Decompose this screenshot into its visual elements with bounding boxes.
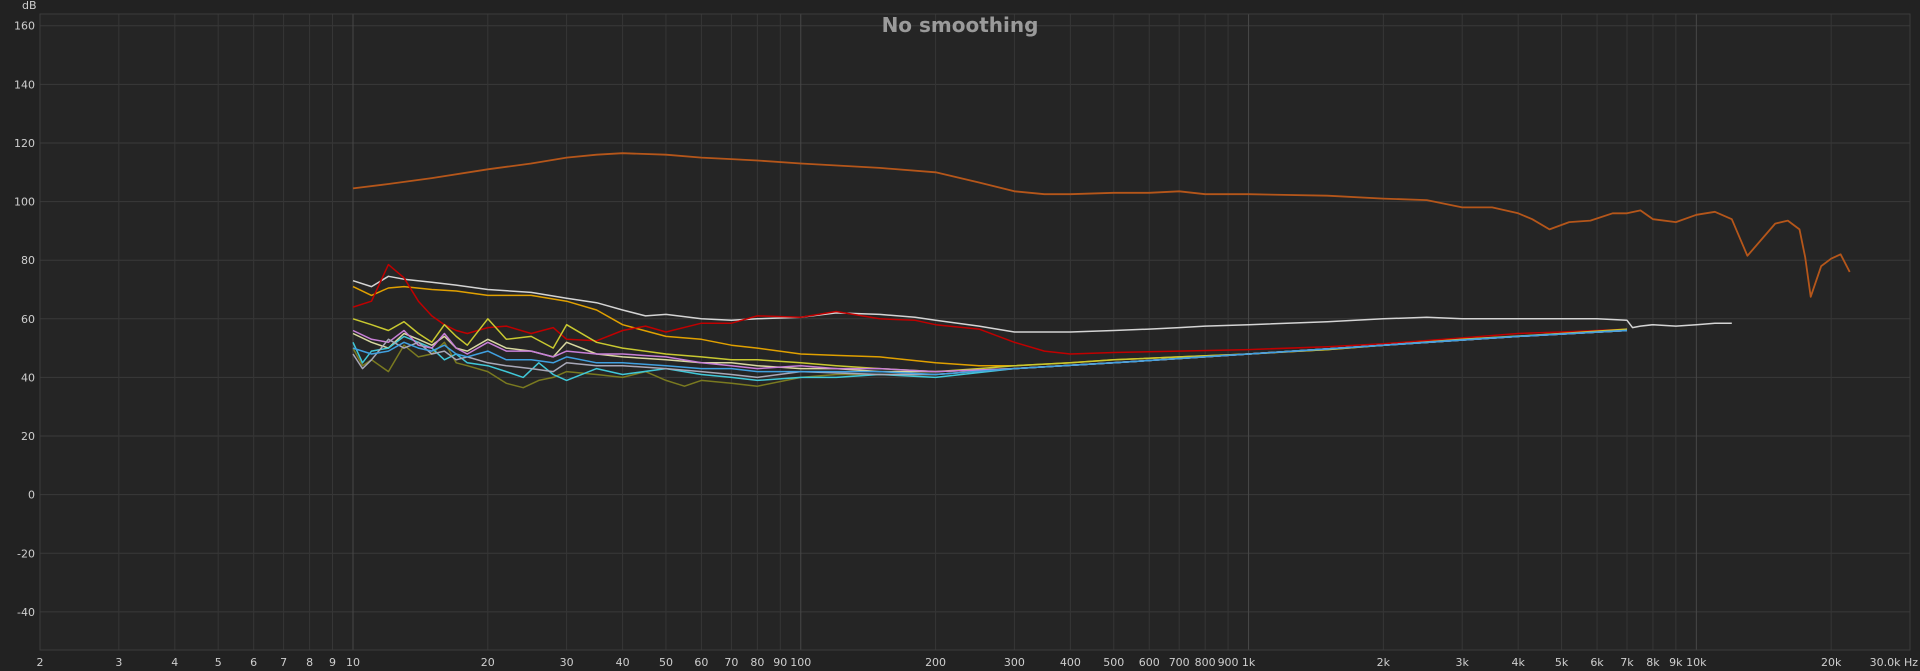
- x-tick-label: 4: [171, 656, 178, 669]
- x-tick-label: 70: [724, 656, 738, 669]
- grid: [39, 13, 1911, 651]
- x-tick-label: 30: [560, 656, 574, 669]
- x-tick-label: 8: [306, 656, 313, 669]
- x-tick-label: 500: [1103, 656, 1124, 669]
- series-group: [352, 152, 1851, 389]
- y-axis-unit: dB: [22, 0, 37, 12]
- y-tick-label: 100: [14, 196, 35, 209]
- y-tick-label: 0: [28, 489, 35, 502]
- x-tick-label: 90: [773, 656, 787, 669]
- x-tick-label: 5: [215, 656, 222, 669]
- x-tick-label: 3: [115, 656, 122, 669]
- plot-frame: [39, 13, 1911, 651]
- x-tick-label: 100: [790, 656, 811, 669]
- x-tick-label: 40: [616, 656, 630, 669]
- y-tick-label: -40: [17, 606, 35, 619]
- series-line-5: [352, 318, 1628, 373]
- y-tick-label: 40: [21, 371, 35, 384]
- x-tick-label: 7k: [1620, 656, 1634, 669]
- x-tick-label: 6k: [1590, 656, 1604, 669]
- x-tick-label: 200: [925, 656, 946, 669]
- y-tick-label: 160: [14, 20, 35, 33]
- y-tick-label: -20: [17, 547, 35, 560]
- x-tick-label: 6: [250, 656, 257, 669]
- x-tick-label: 700: [1169, 656, 1190, 669]
- x-tick-label: 7: [280, 656, 287, 669]
- series-line-11: [352, 329, 1628, 376]
- x-tick-label: 9k: [1669, 656, 1683, 669]
- x-tick-label: 10: [346, 656, 360, 669]
- plot-background: [40, 14, 1910, 650]
- x-tick-label: 50: [659, 656, 673, 669]
- chart-title: No smoothing: [882, 13, 1039, 37]
- x-tick-label: 400: [1060, 656, 1081, 669]
- series-line-1: [352, 152, 1851, 298]
- x-tick-label: 5k: [1555, 656, 1569, 669]
- x-tick-label: 10k: [1686, 656, 1707, 669]
- y-tick-label: 20: [21, 430, 35, 443]
- x-tick-label: 9: [329, 656, 336, 669]
- series-line-2: [352, 275, 1732, 333]
- x-tick-label: 60: [694, 656, 708, 669]
- y-tick-label: 80: [21, 254, 35, 267]
- x-tick-label: 20k: [1821, 656, 1842, 669]
- x-tick-label: 600: [1139, 656, 1160, 669]
- y-tick-label: 60: [21, 313, 35, 326]
- y-tick-label: 140: [14, 78, 35, 91]
- series-line-4: [352, 263, 1628, 355]
- x-tick-label: 30.0k Hz: [1870, 656, 1919, 669]
- x-tick-label: 8k: [1646, 656, 1660, 669]
- x-tick-label: 800: [1195, 656, 1216, 669]
- x-tick-label: 300: [1004, 656, 1025, 669]
- x-tick-label: 3k: [1456, 656, 1470, 669]
- x-tick-label: 20: [481, 656, 495, 669]
- y-tick-label: 120: [14, 137, 35, 150]
- x-tick-label: 2k: [1377, 656, 1391, 669]
- x-tick-label: 4k: [1511, 656, 1525, 669]
- x-tick-label: 2: [37, 656, 44, 669]
- x-tick-label: 80: [750, 656, 764, 669]
- x-tick-label: 1k: [1242, 656, 1256, 669]
- x-tick-label: 900: [1218, 656, 1239, 669]
